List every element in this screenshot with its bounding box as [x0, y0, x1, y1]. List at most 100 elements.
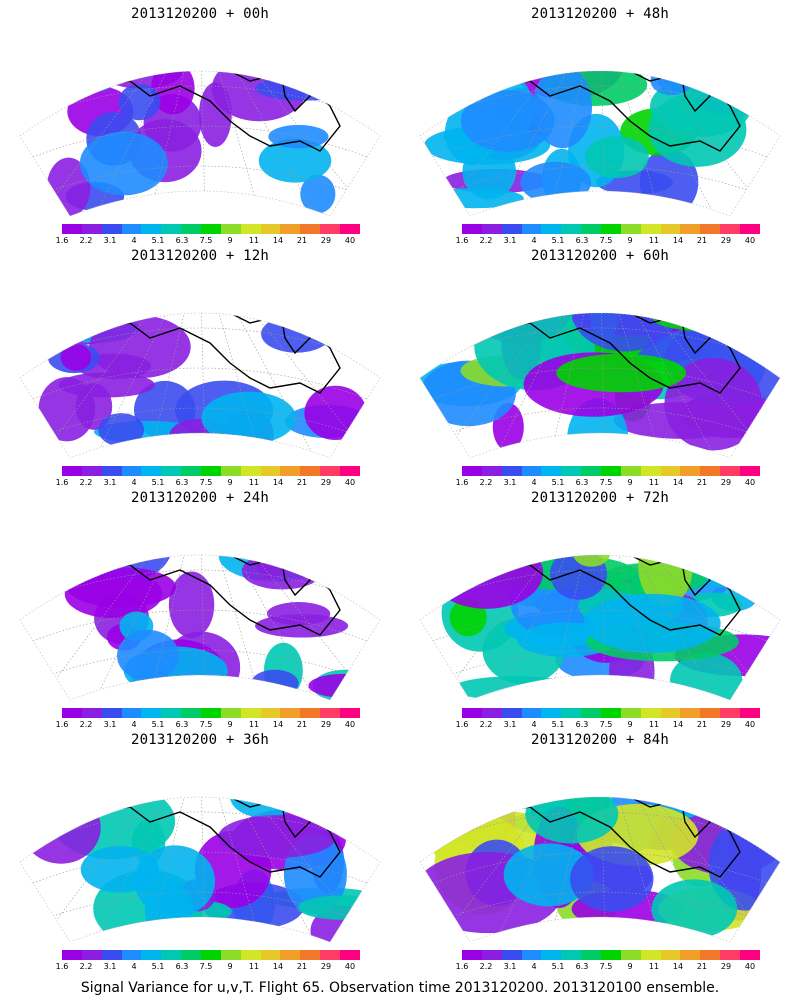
colorbar-tick-label: 29 [720, 962, 732, 971]
meridian-line [149, 71, 191, 216]
panel-title: 2013120200 + 72h [530, 490, 670, 506]
colorbar-tick-label: 2.2 [479, 236, 493, 245]
variance-contour [297, 895, 380, 920]
colorbar-swatch [740, 224, 760, 234]
forecast-panel: 2013120200 + 36h 1.6 2.2 3.1 4 5.1 6.3 7.5 9 11 14… [0, 726, 400, 971]
colorbar-swatch [101, 466, 122, 476]
colorbar-swatch [81, 466, 102, 476]
figure-caption: Signal Variance for u,v,T. Flight 65. Ob… [80, 980, 720, 996]
parallel-line [420, 851, 780, 893]
colorbar-tick-label: 3.1 [503, 236, 517, 245]
colorbar-swatch [481, 950, 502, 960]
variance-contour [60, 343, 92, 371]
colorbar-tick-label: 3.1 [503, 478, 517, 487]
colorbar-swatch [620, 708, 641, 718]
colorbar-tick-label: 21 [296, 720, 308, 729]
map-boundary [419, 554, 781, 700]
colorbar-swatch [201, 708, 221, 718]
colorbar-swatch [640, 708, 661, 718]
colorbar-swatch [81, 224, 102, 234]
colorbar-tick-label: 9 [227, 720, 233, 729]
colorbar-tick-label: 2.2 [79, 962, 93, 971]
colorbar-tick-label: 9 [627, 236, 633, 245]
colorbar-swatch [640, 224, 661, 234]
variance-contour [503, 843, 594, 907]
map-boundary [419, 70, 781, 216]
meridian-line [149, 313, 191, 458]
variance-contour [252, 797, 317, 798]
polar-map [19, 312, 381, 458]
colorbar-swatch [620, 466, 641, 476]
parallel-line [420, 649, 780, 691]
colorbar-swatch [101, 224, 122, 234]
colorbar-swatch [601, 224, 621, 234]
colorbar-swatch [680, 708, 701, 718]
colorbar-swatch [740, 466, 760, 476]
colorbar-tick-label: 21 [696, 720, 708, 729]
meridian-line [211, 555, 261, 700]
meridian-line [549, 797, 591, 942]
colorbar-swatch [601, 466, 621, 476]
parallel-line [20, 891, 380, 933]
colorbar-tick-label: 3.1 [503, 962, 517, 971]
colorbar-swatch [62, 466, 82, 476]
colorbar-swatch [620, 224, 641, 234]
colorbar-swatch [561, 950, 582, 960]
colorbar-tick-label: 21 [696, 236, 708, 245]
variance-contour [89, 315, 191, 379]
colorbar-swatch [181, 466, 202, 476]
colorbar-swatch [700, 950, 721, 960]
parallel-line [420, 931, 780, 942]
colorbar-tick-label: 3.1 [103, 478, 117, 487]
colorbar-tick-label: 5.1 [551, 962, 565, 971]
colorbar-tick-label: 1.6 [55, 720, 69, 729]
colorbar-swatch [260, 224, 281, 234]
colorbar-labels: 1.6 2.2 3.1 4 5.1 6.3 7.5 9 11 14 21 29 40 [50, 720, 360, 730]
variance-contour [79, 131, 169, 196]
parallel-line [420, 367, 780, 409]
colorbar-swatch [462, 950, 482, 960]
colorbar-swatch [260, 466, 281, 476]
meridian-line [622, 555, 716, 700]
colorbar-tick-label: 6.3 [575, 236, 589, 245]
colorbar-tick-label: 21 [696, 962, 708, 971]
variance-contour [664, 357, 763, 451]
meridian-line [611, 797, 661, 942]
colorbar-tick-label: 1.6 [55, 962, 69, 971]
meridian-line [222, 555, 316, 700]
colorbar-tick-label: 5.1 [551, 236, 565, 245]
colorbar-tick-label: 14 [672, 478, 684, 487]
colorbar [62, 466, 360, 476]
colorbar-tick-label: 11 [648, 720, 660, 729]
colorbar-tick-label: 5.1 [151, 720, 165, 729]
meridian-line [549, 71, 591, 216]
meridian-line [494, 555, 580, 700]
colorbar-swatch [201, 224, 221, 234]
parallel-line [420, 125, 780, 167]
parallel-line [420, 891, 780, 933]
variance-contour [298, 797, 380, 810]
colorbar-tick-label: 6.3 [175, 236, 189, 245]
panel-title: 2013120200 + 00h [130, 6, 270, 22]
variance-contour [229, 797, 300, 818]
colorbar-swatch [462, 708, 482, 718]
forecast-panel: 2013120200 + 72h 1.6 2.2 3.1 4 5.1 6.3 7.5 9 11 14… [400, 484, 800, 729]
colorbar [62, 950, 360, 960]
colorbar-labels: 1.6 2.2 3.1 4 5.1 6.3 7.5 9 11 14 21 29 40 [450, 478, 760, 488]
parallel-line [20, 851, 380, 893]
colorbar-swatch [240, 950, 261, 960]
variance-contour [571, 313, 680, 352]
colorbar-swatch [62, 708, 82, 718]
colorbar-swatch [141, 708, 162, 718]
colorbar-swatch [62, 224, 82, 234]
colorbar-tick-label: 40 [344, 478, 356, 487]
colorbar-tick-label: 11 [248, 962, 260, 971]
colorbar-tick-label: 9 [627, 962, 633, 971]
meridian-line [94, 313, 180, 458]
colorbar-swatch [220, 466, 241, 476]
colorbar-swatch [101, 950, 122, 960]
colorbar-swatch [462, 466, 482, 476]
colorbar-tick-label: 29 [320, 236, 332, 245]
colorbar-swatch [541, 950, 562, 960]
colorbar-tick-label: 2.2 [479, 720, 493, 729]
